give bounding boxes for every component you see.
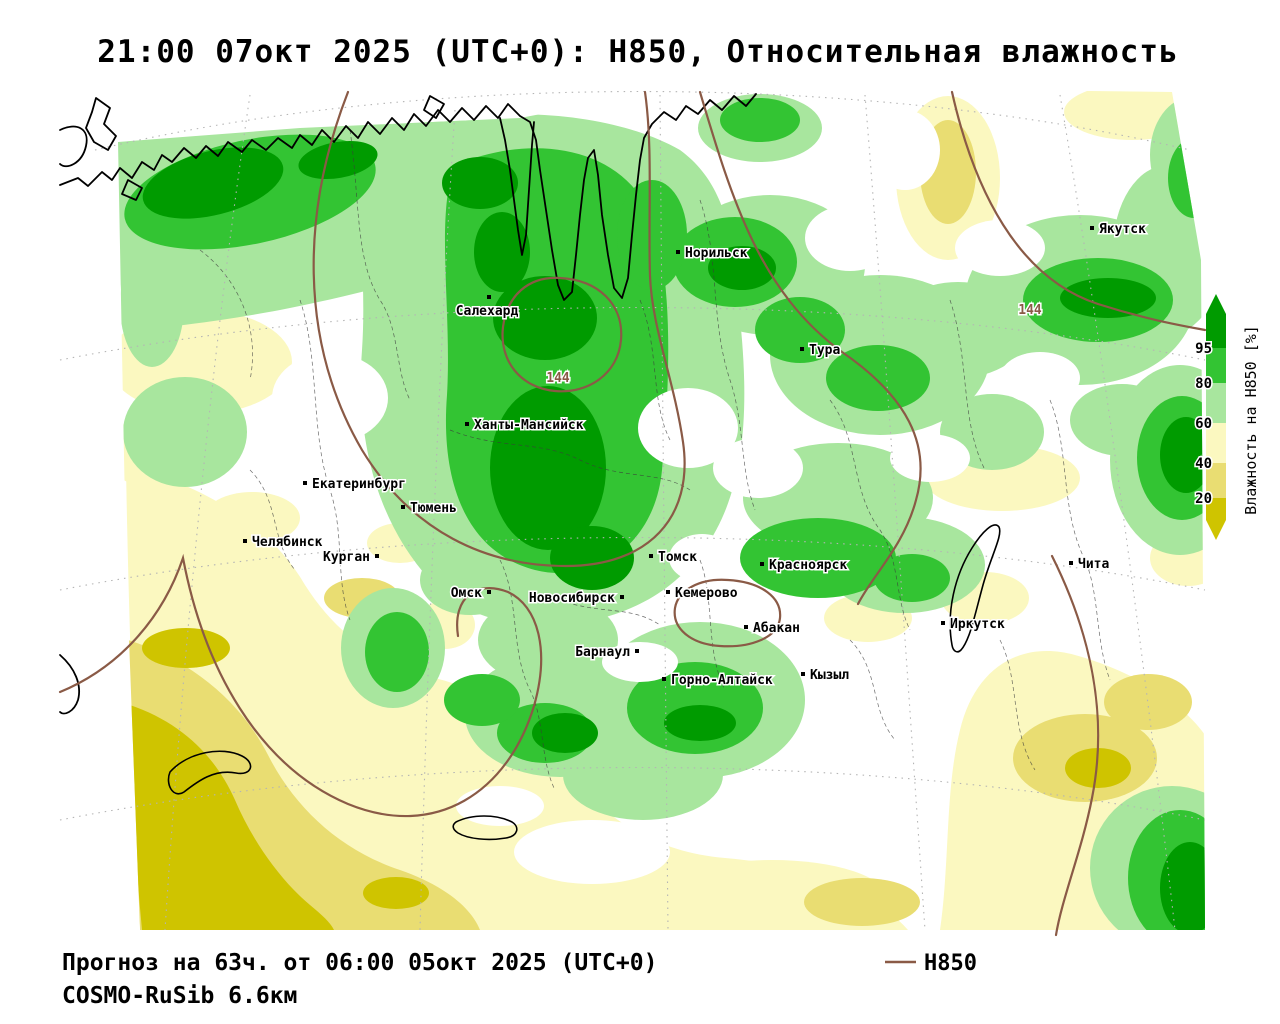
city-label: Тюмень — [410, 501, 457, 516]
city-label: Абакан — [753, 621, 800, 636]
city-krasnoyarsk: Красноярск — [760, 557, 849, 575]
colorbar-title: Влажность на H850 [%] — [1242, 325, 1260, 515]
city-label: Кемерово — [675, 586, 738, 601]
city-ekaterinburg: Екатеринбург — [303, 476, 407, 494]
lakes-outline — [167, 524, 1001, 841]
humidity-gt95-layer — [142, 140, 1205, 930]
city-tyumen: Тюмень — [401, 500, 458, 518]
humidity-gap-layer — [272, 110, 1080, 884]
city-label: Якутск — [1099, 222, 1146, 237]
colorbar-tick-40: 40 — [1195, 456, 1212, 472]
city-dot — [744, 625, 748, 629]
city-irkutsk: Иркутск — [941, 616, 1006, 634]
city-tomsk: Томск — [649, 549, 699, 567]
city-dot — [666, 590, 670, 594]
city-label: Салехард — [456, 304, 519, 319]
city-label: Тура — [809, 343, 840, 358]
colorbar-tick-95: 95 — [1195, 341, 1212, 357]
city-label: Курган — [323, 550, 370, 565]
city-dot — [487, 590, 491, 594]
colorbar-tick-60: 60 — [1195, 416, 1212, 432]
city-label: Чита — [1078, 557, 1109, 572]
city-dot — [1069, 561, 1073, 565]
coastline — [59, 93, 757, 715]
colorbar-seg-80-95 — [1206, 348, 1226, 383]
admin-boundaries — [199, 129, 1111, 791]
city-label: Кызыл — [810, 668, 849, 683]
city-tura: Тура — [800, 342, 842, 360]
city-dot — [487, 295, 491, 299]
contour-label-east: 144 — [1018, 303, 1042, 318]
colorbar-seg-20-40 — [1206, 463, 1226, 498]
colorbar-tick-80: 80 — [1195, 376, 1212, 392]
city-label: Томск — [658, 550, 697, 565]
city-label: Горно-Алтайск — [671, 673, 773, 688]
contour-label-west: 144 — [546, 371, 570, 386]
city-novosibirsk: Новосибирск — [527, 590, 624, 608]
h850-contour-lines — [58, 90, 1207, 937]
humidity-lt20-layer — [130, 628, 1131, 930]
city-label: Барнаул — [575, 645, 630, 660]
colorbar-seg-60-80 — [1206, 383, 1226, 423]
city-khanty-mansiysk: Ханты-Мансийск — [465, 417, 585, 435]
colorbar-arrow-bottom — [1206, 520, 1226, 540]
city-kemerovo: Кемерово — [666, 585, 739, 603]
city-yakutsk: Якутск — [1090, 221, 1148, 239]
lake-balkhash — [167, 750, 252, 795]
city-kyzyl: Кызыл — [801, 667, 851, 685]
footer: Прогноз на 63ч. от 06:00 05окт 2025 (UTC… — [62, 950, 977, 1009]
city-dot — [303, 481, 307, 485]
city-label: Екатеринбург — [312, 477, 406, 492]
city-barnaul: Барнаул — [574, 644, 639, 662]
colorbar-seg-40-60 — [1206, 423, 1226, 463]
city-label: Иркутск — [950, 617, 1005, 632]
lake-small — [452, 815, 518, 841]
colorbar-tick-20: 20 — [1195, 491, 1212, 507]
colorbar-arrow-top — [1206, 294, 1226, 314]
city-dot — [662, 677, 666, 681]
city-label: Омск — [451, 586, 482, 601]
city-dot — [635, 649, 639, 653]
humidity-field — [118, 90, 1205, 930]
page-title: 21:00 07окт 2025 (UTC+0): H850, Относите… — [97, 34, 1179, 70]
city-label: Ханты-Мансийск — [474, 418, 584, 433]
lake-baikal — [949, 524, 1001, 653]
city-label: Норильск — [685, 246, 748, 261]
forecast-info-line: Прогноз на 63ч. от 06:00 05окт 2025 (UTC… — [62, 950, 657, 976]
city-label: Новосибирск — [529, 591, 615, 606]
city-chelyabinsk: Челябинск — [243, 534, 324, 552]
city-dot — [401, 505, 405, 509]
graticule — [59, 90, 1206, 931]
city-abakan: Абакан — [744, 620, 801, 638]
city-dot — [649, 554, 653, 558]
city-dot — [800, 347, 804, 351]
city-dot — [620, 595, 624, 599]
city-label: Челябинск — [252, 535, 323, 550]
city-label: Красноярск — [769, 558, 847, 573]
city-dot — [375, 554, 379, 558]
city-omsk: Омск — [449, 585, 491, 603]
city-dot — [1090, 226, 1094, 230]
city-salekhard: Салехард — [454, 295, 520, 321]
city-chita: Чита — [1069, 556, 1111, 574]
city-gorno-altaysk: Горно-Алтайск — [662, 672, 774, 690]
city-dot — [760, 562, 764, 566]
city-dot — [243, 539, 247, 543]
colorbar-seg-95 — [1206, 314, 1226, 348]
city-dot — [676, 250, 680, 254]
model-info-line: COSMO-RuSib 6.6км — [62, 983, 297, 1009]
city-markers: Норильск Якутск Салехард Тура Ханты-Манс… — [243, 221, 1148, 690]
city-dot — [941, 621, 945, 625]
city-norilsk: Норильск — [676, 245, 749, 263]
city-dot — [465, 422, 469, 426]
colorbar-seg-lt20 — [1206, 498, 1226, 520]
colorbar: 95 80 60 40 20 Влажность на H850 [%] — [1194, 294, 1260, 540]
city-kurgan: Курган — [322, 549, 379, 567]
city-dot — [801, 672, 805, 676]
legend-h850-label: H850 — [924, 951, 977, 976]
